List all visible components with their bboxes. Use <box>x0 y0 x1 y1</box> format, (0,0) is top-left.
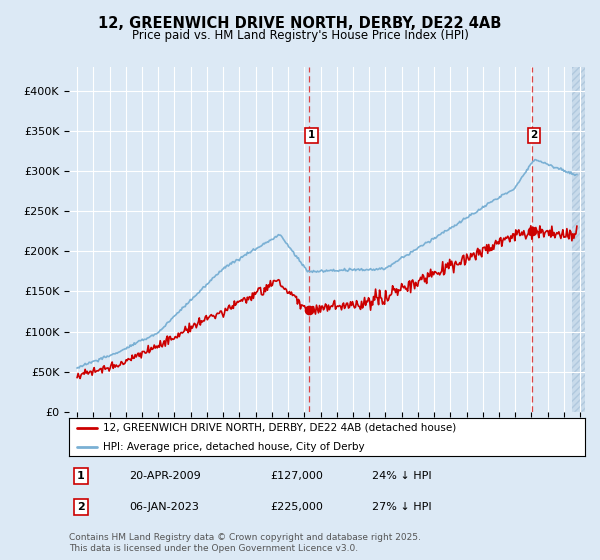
Text: HPI: Average price, detached house, City of Derby: HPI: Average price, detached house, City… <box>103 442 364 452</box>
Text: £127,000: £127,000 <box>270 471 323 481</box>
Text: 06-JAN-2023: 06-JAN-2023 <box>129 502 199 512</box>
Text: 1: 1 <box>77 471 85 481</box>
Text: 2: 2 <box>530 130 538 140</box>
Text: £225,000: £225,000 <box>270 502 323 512</box>
Text: 2: 2 <box>77 502 85 512</box>
Text: 12, GREENWICH DRIVE NORTH, DERBY, DE22 4AB (detached house): 12, GREENWICH DRIVE NORTH, DERBY, DE22 4… <box>103 423 456 433</box>
Text: 20-APR-2009: 20-APR-2009 <box>129 471 201 481</box>
Text: Contains HM Land Registry data © Crown copyright and database right 2025.
This d: Contains HM Land Registry data © Crown c… <box>69 533 421 553</box>
Text: 27% ↓ HPI: 27% ↓ HPI <box>372 502 431 512</box>
Text: 24% ↓ HPI: 24% ↓ HPI <box>372 471 431 481</box>
Text: 12, GREENWICH DRIVE NORTH, DERBY, DE22 4AB: 12, GREENWICH DRIVE NORTH, DERBY, DE22 4… <box>98 16 502 31</box>
Text: 1: 1 <box>308 130 315 140</box>
Text: Price paid vs. HM Land Registry's House Price Index (HPI): Price paid vs. HM Land Registry's House … <box>131 29 469 42</box>
